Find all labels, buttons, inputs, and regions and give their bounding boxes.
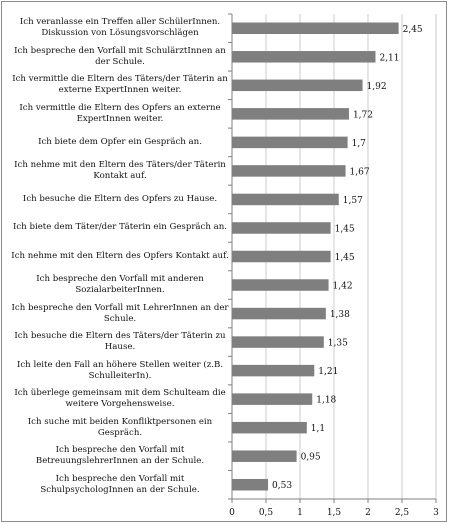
bar bbox=[232, 450, 297, 462]
bar bbox=[232, 51, 376, 63]
bar bbox=[232, 22, 399, 35]
x-tick-label: 2 bbox=[365, 508, 371, 518]
category-label: Ich suche mit beiden Konfliktpersonen ei… bbox=[27, 416, 213, 438]
x-tick-label: 0 bbox=[229, 508, 235, 518]
data-label: 1,92 bbox=[367, 82, 387, 92]
data-label: 2,45 bbox=[403, 25, 423, 35]
data-label: 1,18 bbox=[316, 396, 336, 406]
bar bbox=[232, 279, 329, 291]
category-label: Ich nehme mit den Eltern des Täters/der … bbox=[14, 159, 226, 181]
category-label: Ich besuche die Eltern des Täters/der Tä… bbox=[14, 331, 226, 353]
x-tick-label: 1 bbox=[297, 508, 303, 518]
bar bbox=[232, 165, 346, 177]
data-label: 2,11 bbox=[379, 53, 399, 63]
bar bbox=[232, 108, 349, 120]
category-label: Ich biete dem Täter/der Täterin ein Gesp… bbox=[12, 222, 228, 233]
data-label: 1,42 bbox=[333, 282, 353, 292]
x-tick-label: 0,5 bbox=[259, 508, 274, 518]
data-label: 0,53 bbox=[272, 481, 292, 491]
category-label: Ich bespreche den Vorfall mit LehrerInne… bbox=[11, 302, 229, 324]
data-label: 1,57 bbox=[343, 196, 363, 206]
data-label: 1,35 bbox=[328, 339, 348, 349]
data-label: 1,45 bbox=[335, 253, 355, 263]
x-tick-label: 1,5 bbox=[327, 508, 342, 518]
category-label: Ich bespreche den Vorfall mit SchulärztI… bbox=[14, 45, 226, 67]
bar bbox=[232, 193, 339, 206]
bar bbox=[232, 79, 363, 92]
bar bbox=[232, 222, 331, 234]
bar bbox=[232, 250, 331, 263]
data-label: 0,95 bbox=[301, 453, 321, 463]
category-label: Ich vermittle die Eltern des Opfers an e… bbox=[19, 102, 221, 124]
category-label: Ich besuche die Eltern des Opfers zu Hau… bbox=[22, 193, 218, 204]
category-label: Ich veranlasse ein Treffen aller Schüler… bbox=[19, 17, 221, 39]
data-label: 1,45 bbox=[335, 224, 355, 234]
data-label: 1,72 bbox=[353, 110, 373, 120]
bar bbox=[232, 336, 324, 348]
category-label: Ich überlege gemeinsam mit dem Schulteam… bbox=[14, 388, 226, 410]
x-tick-label: 3 bbox=[433, 508, 439, 518]
bar bbox=[232, 478, 269, 491]
category-label: Ich biete dem Opfer ein Gespräch an. bbox=[38, 136, 202, 147]
data-label: 1,21 bbox=[318, 367, 338, 377]
category-label: Ich bespreche den Vorfall mit Betreuungs… bbox=[35, 445, 205, 467]
bar bbox=[232, 307, 326, 320]
bar bbox=[232, 421, 307, 434]
category-label: Ich bespreche den Vorfall mit Schulpsych… bbox=[40, 473, 200, 495]
bar bbox=[232, 136, 348, 149]
bar bbox=[232, 393, 313, 405]
x-tick-label: 2,5 bbox=[395, 508, 410, 518]
data-label: 1,67 bbox=[350, 167, 370, 177]
data-label: 1,7 bbox=[352, 139, 367, 149]
data-label: 1,1 bbox=[311, 424, 325, 434]
category-label: Ich vermittle die Eltern des Täters/der … bbox=[12, 74, 228, 96]
category-label: Ich bespreche den Vorfall mit anderen So… bbox=[36, 274, 204, 296]
bar bbox=[232, 364, 315, 377]
category-label: Ich leite den Fall an höhere Stellen wei… bbox=[16, 359, 224, 381]
data-label: 1,38 bbox=[330, 310, 350, 320]
category-label: Ich nehme mit den Eltern des Opfers Kont… bbox=[11, 251, 229, 261]
